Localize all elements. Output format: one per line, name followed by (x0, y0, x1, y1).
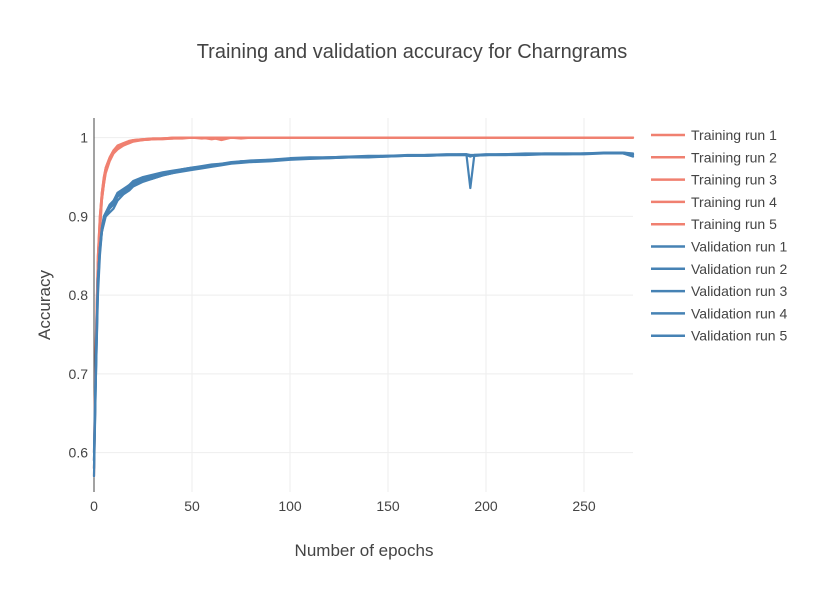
tick-labels: 0 50 100 150 200 250 0.6 0.7 0.8 0.9 1 (69, 130, 596, 514)
x-tick-label: 150 (376, 498, 400, 514)
legend-item[interactable]: Validation run 2 (651, 261, 787, 277)
legend-label: Training run 2 (691, 149, 777, 165)
y-axis-title: Accuracy (35, 270, 54, 340)
y-tick-label: 0.7 (69, 366, 89, 382)
legend-item[interactable]: Validation run 4 (651, 305, 787, 321)
series-line-10 (92, 151, 635, 462)
y-tick-label: 0.9 (69, 208, 89, 224)
legend-label: Validation run 5 (691, 328, 787, 344)
series-line-9 (92, 152, 635, 478)
legend-label: Validation run 1 (691, 239, 787, 255)
series-line-4 (92, 136, 635, 470)
legend-label: Validation run 4 (691, 305, 787, 321)
series-line-3 (92, 136, 635, 462)
legend[interactable]: Training run 1 Training run 2 Training run… (651, 127, 787, 344)
chart-title: Training and validation accuracy for Cha… (197, 41, 628, 63)
series-line-1 (92, 136, 635, 478)
legend-item[interactable]: Training run 5 (651, 216, 777, 232)
x-tick-label: 250 (572, 498, 596, 514)
series-line-8 (92, 152, 635, 454)
legend-item[interactable]: Training run 3 (651, 172, 777, 188)
series-line-2 (92, 136, 635, 470)
legend-label: Training run 3 (691, 172, 777, 188)
y-tick-label: 0.6 (69, 445, 89, 461)
series-layer (92, 136, 635, 478)
legend-item[interactable]: Validation run 5 (651, 328, 787, 344)
y-tick-label: 0.8 (69, 287, 89, 303)
legend-label: Training run 5 (691, 216, 777, 232)
series-line-5 (92, 136, 635, 454)
legend-item[interactable]: Validation run 3 (651, 283, 787, 299)
legend-label: Validation run 3 (691, 283, 787, 299)
legend-label: Training run 4 (691, 194, 777, 210)
y-tick-label: 1 (80, 130, 88, 146)
legend-label: Validation run 2 (691, 261, 787, 277)
x-tick-label: 0 (90, 498, 98, 514)
grid-lines (94, 118, 633, 492)
x-tick-label: 100 (278, 498, 302, 514)
x-tick-label: 50 (184, 498, 200, 514)
legend-label: Training run 1 (691, 127, 777, 143)
legend-item[interactable]: Training run 4 (651, 194, 777, 210)
x-tick-label: 200 (474, 498, 498, 514)
legend-item[interactable]: Validation run 1 (651, 239, 787, 255)
series-line-6 (92, 152, 635, 470)
legend-item[interactable]: Training run 2 (651, 149, 777, 165)
series-line-7 (92, 151, 635, 462)
legend-item[interactable]: Training run 1 (651, 127, 777, 143)
x-axis-title: Number of epochs (295, 541, 434, 560)
